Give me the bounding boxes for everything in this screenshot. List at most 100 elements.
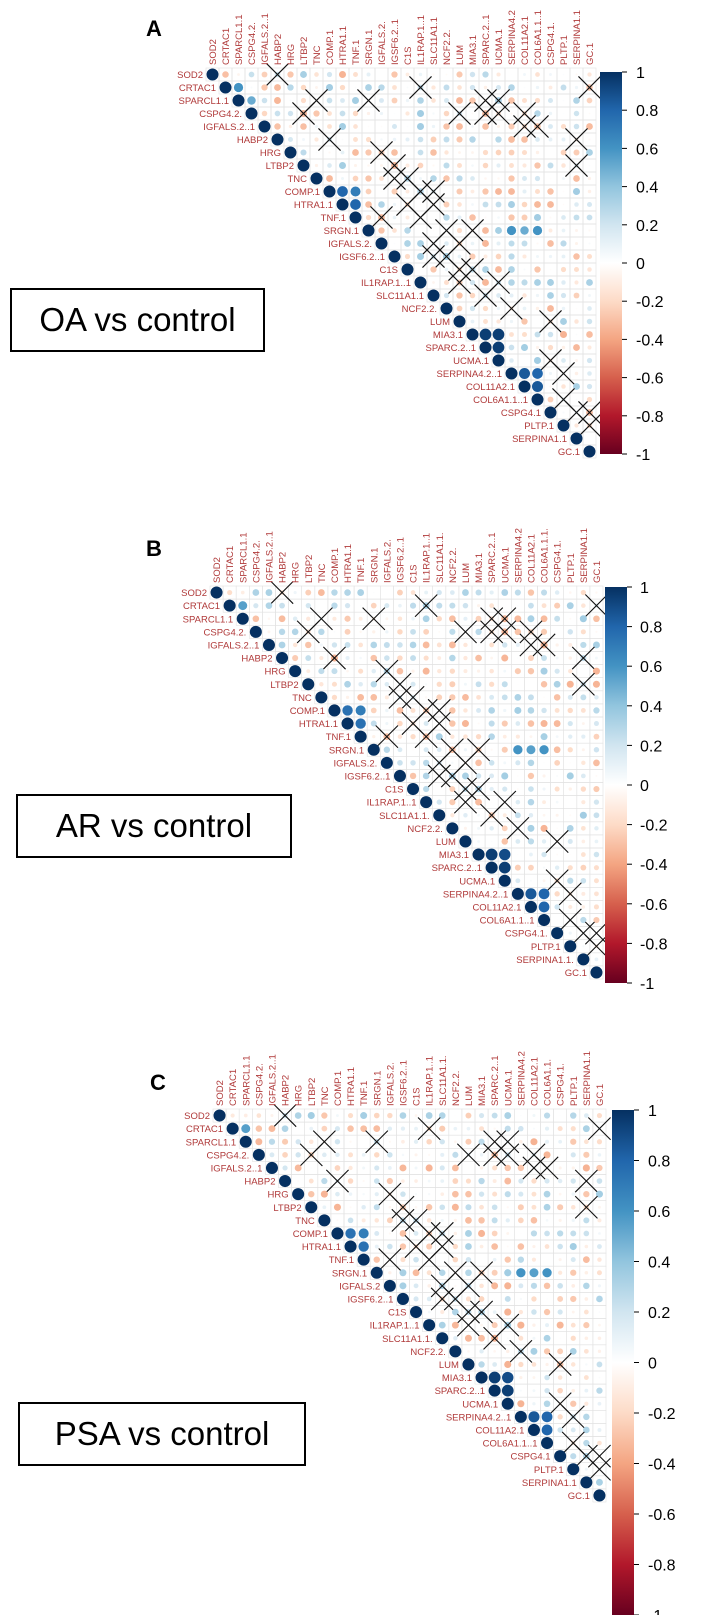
correlation-dot [501, 694, 508, 701]
correlation-dot [586, 383, 593, 390]
correlation-dot [456, 175, 463, 182]
correlation-dot [454, 1114, 457, 1117]
correlation-dot [541, 655, 547, 661]
correlation-dot [493, 1127, 496, 1130]
insignificant-cross [480, 620, 504, 644]
correlation-dot [310, 172, 323, 185]
correlation-dot [274, 110, 281, 117]
correlation-dot [571, 1166, 575, 1170]
correlation-dot [521, 214, 528, 221]
correlation-dot [517, 1400, 525, 1408]
correlation-dot [541, 839, 547, 844]
correlation-dot [410, 707, 416, 713]
correlation-dot [535, 72, 540, 77]
correlation-dot [406, 151, 409, 154]
correlation-dot [568, 668, 573, 674]
correlation-dot [534, 188, 541, 195]
correlation-dot [574, 85, 579, 90]
row-label: NCF2.2. [410, 1347, 445, 1358]
correlation-dot [475, 759, 482, 767]
correlation-dot [391, 123, 398, 130]
correlation-dot [401, 263, 414, 276]
colorbar-tick-label: -0.6 [648, 1507, 676, 1524]
correlation-dot [570, 1453, 577, 1460]
correlation-dot [393, 769, 406, 782]
correlation-dot [547, 344, 554, 351]
correlation-dot [488, 760, 495, 766]
correlation-dot [543, 1203, 551, 1211]
correlation-dot [346, 669, 349, 673]
correlation-dot [592, 641, 600, 649]
correlation-dot [335, 1191, 340, 1197]
correlation-dot [454, 1140, 457, 1144]
insignificant-cross [378, 1182, 402, 1206]
correlation-dot [451, 1321, 459, 1329]
correlation-dot [323, 185, 336, 198]
correlation-dot [549, 216, 552, 219]
correlation-dot [575, 333, 578, 336]
row-label: CSPG4.2. [204, 627, 247, 638]
correlation-dot [431, 124, 436, 129]
correlation-dot [367, 164, 370, 167]
column-label: PLTP.1 [569, 1076, 580, 1106]
correlation-dot [288, 124, 293, 129]
insignificant-cross [370, 206, 393, 229]
insignificant-cross [493, 620, 517, 644]
correlation-dot [372, 735, 376, 739]
correlation-dot [579, 615, 587, 623]
correlation-dot [379, 111, 384, 116]
correlation-dot [237, 73, 240, 76]
correlation-dot [513, 745, 523, 755]
correlation-dot [358, 642, 363, 648]
correlation-dot [540, 667, 548, 675]
correlation-dot [571, 1192, 575, 1196]
correlation-dot [559, 1114, 561, 1117]
correlation-dot [506, 1206, 509, 1209]
correlation-dot [534, 97, 541, 104]
column-label: TNF.1 [351, 40, 362, 65]
correlation-dot [278, 628, 286, 636]
correlation-dot [508, 201, 515, 208]
correlation-dot [543, 1151, 551, 1159]
correlation-dot [558, 1270, 563, 1275]
correlation-dot [588, 164, 591, 167]
correlation-dot [339, 110, 346, 117]
correlation-dot [378, 227, 385, 234]
correlation-dot [521, 201, 528, 208]
correlation-dot [305, 655, 312, 661]
grid [209, 585, 604, 980]
colorbar-tick-label: 0.4 [636, 180, 658, 197]
correlation-dot [580, 1476, 593, 1489]
column-label: HRG [286, 44, 297, 65]
correlation-dot [300, 84, 307, 91]
correlation-dot [496, 241, 501, 246]
correlation-dot [345, 1228, 356, 1239]
insignificant-cross [578, 76, 601, 99]
correlation-dot [535, 306, 540, 311]
correlation-dot [562, 112, 565, 115]
correlation-dot [471, 112, 474, 115]
correlation-dot [370, 720, 377, 727]
correlation-dot [583, 1190, 590, 1198]
correlation-dot [325, 83, 334, 92]
correlation-dot [463, 734, 468, 739]
column-label: PLTP.1 [566, 553, 577, 583]
colorbar-gradient [600, 72, 622, 454]
column-label: SPARC.2..1 [490, 1055, 501, 1106]
insignificant-cross [383, 167, 406, 190]
colorbar-tick-label: 0.2 [640, 738, 662, 755]
correlation-dot [370, 707, 377, 714]
correlation-dot [438, 1112, 446, 1119]
column-label: LTBP2 [299, 37, 310, 65]
insignificant-cross [440, 764, 464, 788]
correlation-dot [456, 305, 463, 312]
correlation-dot [452, 1308, 459, 1316]
correlation-dot [449, 720, 456, 727]
correlation-dot [508, 279, 515, 286]
correlation-dot [593, 878, 599, 884]
correlation-dot [357, 589, 365, 596]
correlation-dot [596, 1164, 603, 1172]
correlation-dot [488, 1371, 501, 1384]
correlation-dot [575, 307, 578, 310]
correlation-dot [373, 1125, 381, 1133]
